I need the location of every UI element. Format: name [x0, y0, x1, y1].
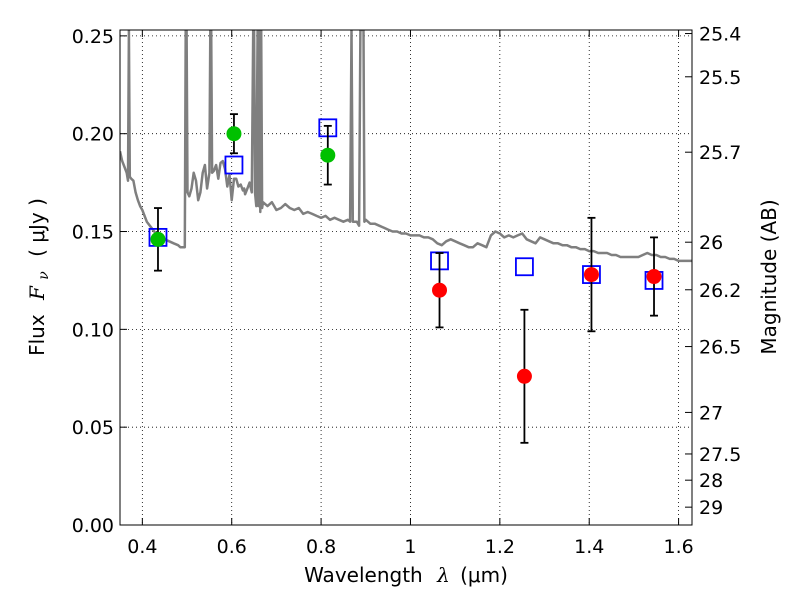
mag-tick-label: 25.4: [699, 24, 741, 46]
observed-point: [646, 269, 662, 285]
x-tick-label: 1.4: [574, 536, 604, 558]
mag-tick-label: 25.7: [699, 142, 741, 164]
markers: [148, 113, 664, 444]
x-axis-title-text: Wavelength: [304, 563, 423, 587]
mag-tick-label: 26.2: [699, 280, 741, 302]
x-axis-title-symbol: λ: [436, 563, 450, 587]
mag-tick-label: 25.5: [699, 67, 741, 89]
observed-point: [226, 126, 242, 142]
observed-point: [516, 368, 532, 384]
grid: [120, 30, 692, 525]
mag-tick-label: 27: [699, 402, 723, 424]
model-photometry-square: [515, 257, 534, 277]
observed-point: [432, 282, 448, 298]
x-axis-title-unit: (μm): [460, 563, 508, 587]
y-tick-label: 0.10: [72, 319, 114, 341]
y-axis-title: Flux F ν ( μJy ): [25, 198, 53, 356]
model-sed-line: [120, 30, 692, 263]
y2-axis-title: Magnitude (AB): [757, 199, 781, 354]
y-tick-label: 0.25: [72, 26, 114, 48]
observed-point: [320, 147, 336, 163]
plot-frame: [119, 29, 693, 526]
y-axis-title-text: Flux: [25, 314, 49, 356]
mag-tick-label: 29: [699, 497, 723, 519]
axis-ticks: 0.4 0.6 0.8 1 1.2 1.4 1.6 0.00 0.05 0.10 0.15 0.20 0…: [72, 24, 742, 558]
x-tick-label: 0.6: [217, 536, 247, 558]
y-tick-label: 0.15: [72, 222, 114, 244]
model-photometry-square: [224, 155, 244, 175]
y-tick-label: 0.20: [72, 124, 114, 146]
y-axis-title-symbol: F: [25, 285, 49, 301]
x-tick-label: 1.2: [485, 536, 515, 558]
mag-tick-label: 28: [699, 470, 723, 492]
observed-point: [583, 267, 599, 283]
mag-tick-label: 26.5: [699, 337, 741, 359]
x-tick-label: 1: [404, 536, 416, 558]
y-axis-title-subscript: ν: [36, 271, 52, 280]
y-tick-label: 0.05: [72, 417, 114, 439]
x-axis-title: Wavelength λ (μm): [304, 563, 508, 587]
model-sed-series: [120, 30, 692, 263]
x-tick-label: 0.8: [306, 536, 336, 558]
y-tick-label: 0.00: [72, 515, 114, 537]
x-tick-label: 0.4: [127, 536, 157, 558]
mag-tick-label: 27.5: [699, 444, 741, 466]
y-axis-title-unit: ( μJy ): [25, 198, 49, 257]
observed-point: [150, 231, 166, 247]
x-tick-label: 1.6: [663, 536, 693, 558]
mag-tick-label: 26: [699, 232, 723, 254]
